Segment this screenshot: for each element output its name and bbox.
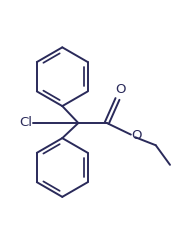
Text: Cl: Cl bbox=[19, 117, 32, 129]
Text: O: O bbox=[132, 129, 142, 142]
Text: O: O bbox=[115, 83, 125, 96]
